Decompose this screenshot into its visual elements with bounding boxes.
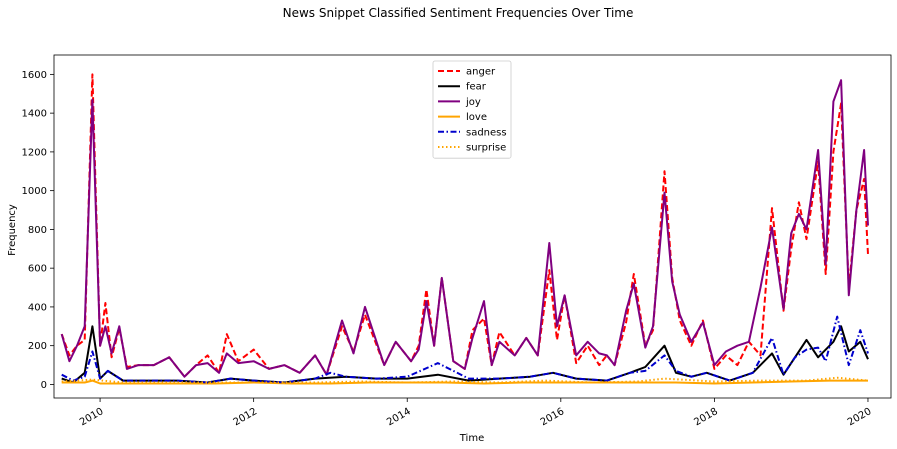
y-tick-label: 1000	[22, 186, 47, 197]
x-tick-label: 2016	[539, 406, 567, 428]
legend-label-love: love	[466, 112, 487, 123]
plot-frame	[53, 54, 892, 399]
chart-title: News Snippet Classified Sentiment Freque…	[283, 6, 634, 20]
y-tick-label: 1400	[22, 109, 47, 120]
y-axis: 0 200 400 600 800 1000 1200 1400 1600	[22, 70, 54, 391]
y-tick-label: 800	[28, 225, 47, 236]
series-line-joy	[60, 79, 869, 378]
x-axis: 2010 2012 2014 2016 2018 2020	[78, 398, 873, 428]
y-tick-label: 400	[28, 302, 47, 313]
legend-label-joy: joy	[465, 97, 481, 108]
y-axis-label: Frequency	[7, 204, 18, 256]
legend: anger fear joy love sadness surprise	[432, 60, 512, 159]
legend-label-surprise: surprise	[466, 143, 506, 154]
y-tick-label: 0	[41, 380, 47, 391]
x-tick-label: 2012	[232, 406, 260, 428]
x-tick-label: 2014	[385, 406, 413, 428]
y-tick-label: 1600	[22, 70, 47, 81]
plot-area	[60, 73, 869, 385]
legend-label-fear: fear	[466, 82, 487, 93]
x-tick-label: 2010	[78, 406, 106, 428]
x-tick-label: 2020	[846, 406, 874, 428]
legend-label-anger: anger	[466, 67, 496, 78]
series-line-sadness	[61, 315, 869, 384]
x-tick-label: 2018	[692, 406, 720, 428]
y-tick-label: 1200	[22, 147, 47, 158]
y-tick-label: 600	[28, 264, 47, 275]
x-axis-label: Time	[459, 433, 484, 444]
y-tick-label: 200	[28, 341, 47, 352]
legend-label-sadness: sadness	[466, 127, 507, 138]
